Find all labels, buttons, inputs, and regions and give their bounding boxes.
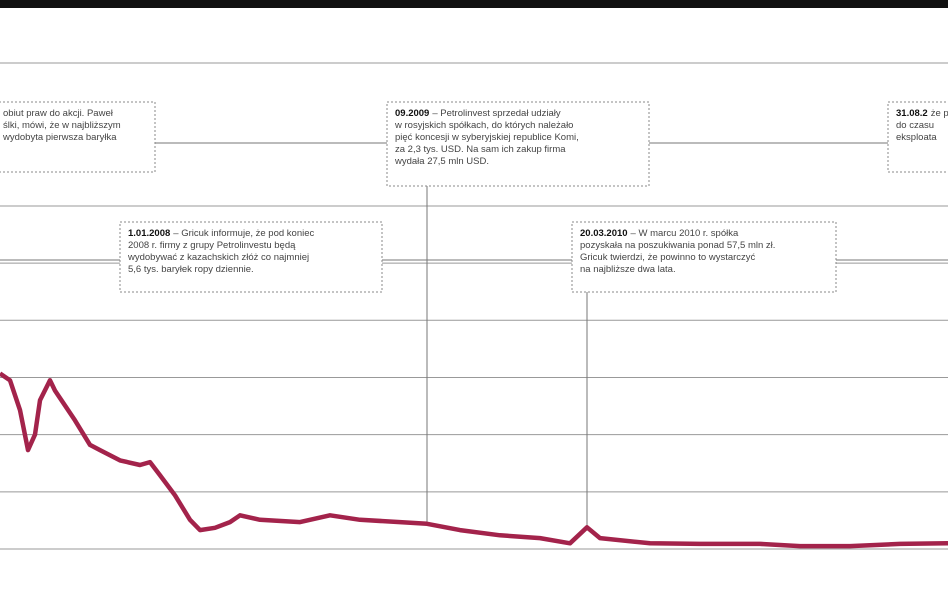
annotation-box <box>571 221 837 293</box>
annotation-text: 09.2009– Petrolinvest sprzedał udziały w … <box>394 108 579 167</box>
annotation: obiut praw do akcji. Paweł ślki, mówi, że… <box>0 101 156 173</box>
annotation: 1.01.2008– Gricuk informuje, że pod koni… <box>119 221 383 293</box>
annotation: 20.03.2010– W marcu 2010 r. spółka pozysk… <box>571 221 837 293</box>
annotation-line: na najbliższe dwa lata. <box>580 264 676 275</box>
annotation-line: wydobyta pierwsza baryłka <box>2 132 117 143</box>
annotation-text: 1.01.2008– Gricuk informuje, że pod koni… <box>127 228 314 275</box>
leaders <box>0 142 948 527</box>
annotation-text: 20.03.2010– W marcu 2010 r. spółka pozysk… <box>580 228 775 275</box>
plot <box>0 371 948 549</box>
data-line <box>0 371 948 549</box>
annotation-line: za 2,3 tys. USD. Na sam ich zakup firma <box>395 144 566 155</box>
annotations: obiut praw do akcji. Paweł ślki, mówi, że… <box>0 101 948 293</box>
annotation-line: obiut praw do akcji. Paweł <box>3 108 114 119</box>
annotation-box <box>119 221 383 293</box>
annotation-line: eksploata <box>896 132 937 143</box>
annotation-line: wydała 27,5 mln USD. <box>394 156 489 167</box>
annotation-text: obiut praw do akcji. Paweł ślki, mówi, że… <box>2 108 121 143</box>
annotation-line: Gricuk twierdzi, że powinno to wystarczy… <box>580 252 756 263</box>
annotation-date: 31.08.2 <box>896 108 928 119</box>
annotation-line: – W marcu 2010 r. spółka <box>631 228 739 239</box>
annotation-line: – Petrolinvest sprzedał udziały <box>432 108 561 119</box>
top-bar <box>0 0 948 8</box>
annotation-line: do czasu <box>896 120 934 131</box>
annotation-line: w rosyjskich spółkach, do których należa… <box>394 120 573 131</box>
annotation-box <box>887 101 948 173</box>
annotation-date: 1.01.2008 <box>128 228 170 239</box>
annotation-line: 5,6 tys. baryłek ropy dziennie. <box>128 264 254 275</box>
annotation-line: – Gricuk informuje, że pod koniec <box>173 228 314 239</box>
annotation-box <box>386 101 650 187</box>
annotation-line: wydobywać z kazachskich złóż co najmniej <box>127 252 309 263</box>
annotation-line: pięć koncesji w syberyjskiej republice K… <box>395 132 579 143</box>
annotation-line: 2008 r. firmy z grupy Petrolinvestu będą <box>128 240 296 251</box>
annotation-line: że planow <box>931 108 948 119</box>
annotation-line: pozyskała na poszukiwania ponad 57,5 mln… <box>580 240 775 251</box>
annotation-line: ślki, mówi, że w najbliższym <box>3 120 121 131</box>
annotation-date: 09.2009 <box>395 108 429 119</box>
annotation-box <box>0 101 156 173</box>
annotation: 09.2009– Petrolinvest sprzedał udziały w … <box>386 101 650 187</box>
annotation-date: 20.03.2010 <box>580 228 628 239</box>
